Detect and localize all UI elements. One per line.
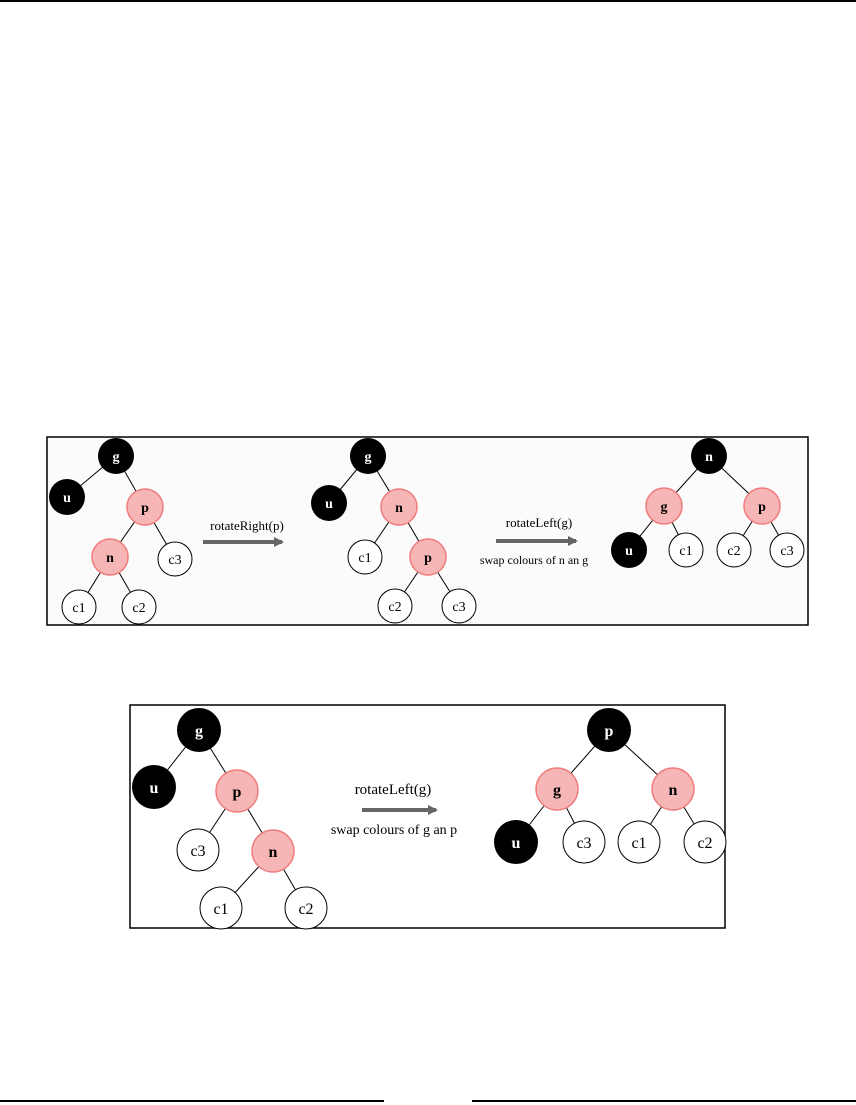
figure-1-tree-b: g u n c1 p c2 c3 [311, 438, 477, 624]
node-c2 [284, 886, 328, 930]
node-c2-label: c2 [132, 601, 145, 616]
figure-1: g u p n c3 c1 c2 rotateRight(p) g [46, 436, 809, 626]
node-p [126, 488, 164, 526]
footer-rule-left [0, 1100, 384, 1102]
node-c1-label: c1 [631, 835, 646, 852]
node-n-label: n [669, 782, 678, 799]
node-c3 [562, 820, 606, 864]
arrow-3-label: rotateLeft(g) [355, 782, 432, 798]
arrow-3-sublabel: swap colours of g an p [331, 823, 457, 838]
node-u-label: u [150, 780, 159, 797]
node-g [177, 708, 221, 752]
node-n [651, 767, 695, 811]
node-p-label: p [758, 500, 766, 515]
figure-2-tree-a: g u p c3 n c1 c2 [132, 708, 328, 930]
node-c1 [617, 820, 661, 864]
node-c2 [716, 532, 752, 568]
node-g-label: g [365, 450, 372, 465]
node-u [494, 820, 538, 864]
node-g [98, 438, 134, 474]
node-n [380, 488, 418, 526]
node-g-label: g [553, 782, 561, 799]
node-c1-label: c1 [213, 901, 228, 918]
node-p-label: p [424, 551, 432, 566]
node-u-label: u [512, 835, 521, 852]
arrow-2-label: rotateLeft(g) [506, 515, 572, 530]
node-c2-label: c2 [388, 600, 401, 615]
node-c1 [199, 886, 243, 930]
node-c1-label: c1 [679, 544, 692, 559]
node-n-label: n [705, 450, 713, 465]
top-rule [0, 0, 856, 2]
node-u-label: u [63, 491, 71, 506]
node-c3 [157, 541, 193, 577]
node-c2 [377, 588, 413, 624]
node-c1-label: c1 [358, 551, 371, 566]
node-n [91, 538, 129, 576]
node-c1 [61, 589, 97, 625]
node-n-label: n [269, 844, 278, 861]
node-g [645, 487, 683, 525]
node-n [251, 829, 295, 873]
node-p [215, 769, 259, 813]
node-g [350, 438, 386, 474]
figure-2: g u p c3 n c1 c2 rotateLeft(g) swap colo… [129, 704, 727, 930]
node-c3-label: c3 [780, 544, 793, 559]
node-c3-label: c3 [190, 843, 205, 860]
node-p [409, 538, 447, 576]
node-n-label: n [106, 551, 114, 566]
node-c1 [668, 532, 704, 568]
node-p-label: p [605, 723, 614, 740]
arrow-2-sublabel: swap colours of n an g [480, 553, 588, 567]
node-p [743, 487, 781, 525]
node-c2-label: c2 [697, 835, 712, 852]
node-p [587, 708, 631, 752]
node-c3 [176, 828, 220, 872]
node-p-label: p [141, 501, 149, 516]
node-c3-label: c3 [452, 600, 465, 615]
node-g-label: g [113, 450, 120, 465]
arrow-1-label: rotateRight(p) [210, 518, 284, 533]
node-u-label: u [325, 497, 333, 512]
node-n-label: n [395, 501, 403, 516]
node-c3-label: c3 [576, 835, 591, 852]
node-u [132, 765, 176, 809]
figure-1-frame [46, 436, 809, 626]
node-c2 [683, 820, 727, 864]
node-c1-label: c1 [72, 601, 85, 616]
node-c3 [441, 588, 477, 624]
node-u-label: u [625, 544, 633, 559]
footer-rule-right [472, 1100, 856, 1102]
node-g [535, 767, 579, 811]
node-n [691, 438, 727, 474]
node-g-label: g [661, 500, 668, 515]
node-g-label: g [195, 723, 203, 740]
figure-2-tree-b: p g n u c3 c1 c2 [494, 708, 727, 864]
node-c2 [121, 589, 157, 625]
figure-1-tree-c: n g p u c1 c2 c3 [611, 438, 805, 568]
node-c2-label: c2 [727, 544, 740, 559]
node-c1 [347, 539, 383, 575]
node-c3 [769, 532, 805, 568]
node-p-label: p [233, 784, 242, 801]
node-c2-label: c2 [298, 901, 313, 918]
node-u [49, 479, 85, 515]
node-u [311, 485, 347, 521]
node-u [611, 532, 647, 568]
node-c3-label: c3 [168, 553, 181, 568]
figure-1-tree-a: g u p n c3 c1 c2 [49, 438, 193, 625]
